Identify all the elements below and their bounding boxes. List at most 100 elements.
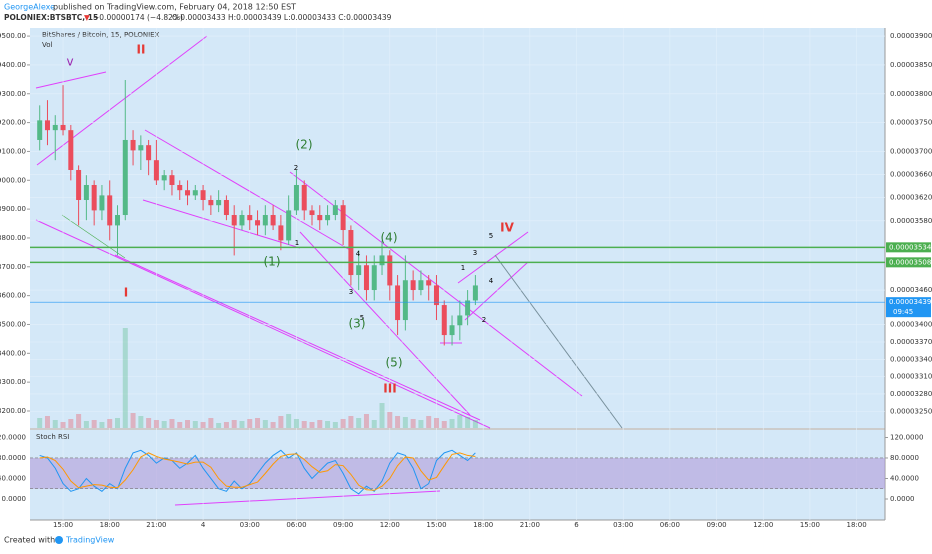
last-price-label: 0.00003439 bbox=[889, 298, 931, 306]
y-tick-label: 80.0000 bbox=[890, 454, 919, 462]
volume-bar bbox=[107, 419, 113, 428]
volume-bar bbox=[379, 403, 385, 428]
y-tick-label: 0.00003700 bbox=[890, 148, 932, 156]
y-tick-label: 0.00003800 bbox=[890, 90, 932, 98]
annotation: III bbox=[383, 382, 396, 396]
volume-bar bbox=[449, 419, 455, 428]
volume-bar bbox=[44, 416, 50, 428]
annotation: (1) bbox=[264, 255, 281, 269]
y2-tick-label: 8600.00 bbox=[0, 292, 26, 300]
candle-body bbox=[426, 280, 432, 286]
y2-tick-label: 8700.00 bbox=[0, 263, 26, 271]
candle-body bbox=[379, 255, 385, 266]
y-tick-label: 0.00003370 bbox=[890, 338, 932, 346]
volume-bar bbox=[185, 420, 191, 428]
x-tick-label: 15:00 bbox=[53, 521, 73, 529]
volume-bar bbox=[99, 422, 105, 428]
x-tick-label: 18:00 bbox=[847, 521, 867, 529]
candle-body bbox=[317, 215, 323, 221]
candle-body bbox=[332, 205, 338, 216]
volume-bar bbox=[247, 419, 253, 428]
y-tick-label: 0.00003460 bbox=[890, 286, 932, 294]
trend-line bbox=[36, 35, 208, 166]
trend-line bbox=[114, 254, 481, 421]
candle-body bbox=[107, 195, 113, 226]
footer-brand[interactable]: TradingView bbox=[65, 536, 115, 545]
volume-bar bbox=[402, 417, 408, 428]
volume-bar bbox=[223, 422, 229, 428]
x-tick-label: 09:00 bbox=[706, 521, 726, 529]
volume-bar bbox=[115, 418, 120, 428]
candle-body bbox=[192, 190, 198, 196]
y-tick-label: 0.00003280 bbox=[890, 390, 932, 398]
symbol: POLONIEX:BTSBTC, 15 bbox=[4, 13, 98, 22]
price-pane bbox=[30, 28, 885, 428]
ohlc: O:0.00003433 H:0.00003439 L:0.00003433 C… bbox=[172, 13, 392, 22]
candle-body bbox=[52, 124, 58, 131]
candle-body bbox=[410, 280, 416, 291]
change: −0.00000174 (−4.82%) bbox=[93, 13, 183, 22]
volume-bar bbox=[465, 417, 471, 428]
candle-body bbox=[138, 145, 144, 151]
volume-bar bbox=[76, 414, 82, 428]
trend-line bbox=[35, 219, 491, 429]
x-tick-label: 12:00 bbox=[380, 521, 400, 529]
candle-body bbox=[99, 195, 105, 211]
y2-tick-label: 8400.00 bbox=[0, 349, 26, 357]
candle-body bbox=[115, 215, 120, 226]
y2-tick-label: 0.0000 bbox=[2, 495, 27, 503]
x-tick-label: 6 bbox=[574, 521, 579, 529]
x-tick-label: 06:00 bbox=[286, 521, 306, 529]
brand-logo bbox=[55, 536, 63, 544]
candle-body bbox=[44, 120, 50, 131]
volume-bar bbox=[37, 418, 43, 428]
annotation: 4 bbox=[489, 277, 494, 285]
candle-body bbox=[223, 200, 229, 216]
trend-line bbox=[35, 71, 107, 89]
x-tick-label: 03:00 bbox=[240, 521, 260, 529]
trend-line bbox=[457, 231, 529, 284]
candle-body bbox=[286, 210, 292, 241]
candle-body bbox=[363, 265, 369, 291]
volume-bar bbox=[52, 420, 58, 428]
candle-body bbox=[161, 175, 167, 181]
volume-bar bbox=[340, 419, 346, 428]
volume-bar bbox=[457, 415, 463, 428]
candle-body bbox=[60, 124, 66, 131]
volume-bar bbox=[216, 423, 222, 428]
annotation: 1 bbox=[295, 239, 299, 247]
volume-bar bbox=[192, 421, 198, 428]
volume-bar bbox=[208, 418, 214, 428]
candle-body bbox=[402, 280, 408, 321]
x-tick-label: 15:00 bbox=[800, 521, 820, 529]
volume-bar bbox=[356, 418, 362, 428]
candle-body bbox=[239, 215, 245, 226]
y-tick-label: 0.00003850 bbox=[890, 61, 932, 69]
y-tick-label: 0.00003400 bbox=[890, 321, 932, 329]
y-tick-label: 0.00003660 bbox=[890, 171, 932, 179]
candle-body bbox=[418, 280, 424, 291]
x-tick-label: 21:00 bbox=[146, 521, 166, 529]
candle-body bbox=[270, 215, 276, 226]
y-tick-label: 0.0000 bbox=[890, 495, 915, 503]
x-tick-label: 18:00 bbox=[100, 521, 120, 529]
candle-body bbox=[387, 255, 393, 286]
annotation: 3 bbox=[349, 288, 353, 296]
y2-tick-label: 9500.00 bbox=[0, 32, 26, 40]
candle-body bbox=[153, 160, 159, 181]
x-tick-label: 12:00 bbox=[753, 521, 773, 529]
level-label-bg bbox=[886, 257, 931, 268]
volume-bar bbox=[325, 421, 331, 428]
volume-bar bbox=[441, 421, 447, 428]
candle-body bbox=[122, 139, 128, 216]
candle-body bbox=[325, 215, 331, 221]
volume-bar bbox=[301, 421, 307, 428]
trend-line bbox=[464, 261, 529, 321]
candle-body bbox=[348, 230, 354, 276]
candle-body bbox=[231, 215, 237, 226]
publisher[interactable]: GeorgeAlexe bbox=[4, 3, 55, 12]
candle-body bbox=[146, 145, 152, 161]
volume-bar bbox=[169, 419, 175, 428]
y2-tick-label: 8300.00 bbox=[0, 378, 26, 386]
